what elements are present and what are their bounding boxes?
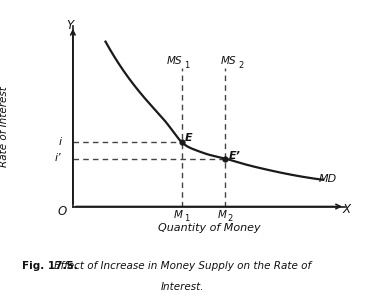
Text: E’: E’	[229, 150, 241, 161]
Text: 1: 1	[184, 61, 189, 70]
Text: MS: MS	[221, 56, 237, 67]
Text: Interest.: Interest.	[161, 282, 204, 293]
Text: MD: MD	[319, 174, 337, 184]
Text: Y: Y	[66, 19, 73, 32]
Text: MS: MS	[167, 56, 182, 67]
Text: M: M	[174, 210, 183, 220]
Text: O: O	[58, 205, 67, 218]
Text: 1: 1	[184, 214, 189, 223]
Text: Quantity of Money: Quantity of Money	[158, 223, 260, 233]
Text: Fig. 17.5.: Fig. 17.5.	[22, 261, 78, 272]
Text: X: X	[342, 203, 350, 216]
Text: i: i	[58, 137, 61, 147]
Text: Rate of Interest: Rate of Interest	[0, 86, 9, 167]
Text: 2: 2	[227, 214, 233, 223]
Text: E: E	[185, 133, 193, 143]
Text: Effect of Increase in Money Supply on the Rate of: Effect of Increase in Money Supply on th…	[54, 261, 311, 272]
Text: M: M	[218, 210, 226, 220]
Text: 2: 2	[238, 61, 243, 70]
Text: i’: i’	[55, 154, 61, 163]
